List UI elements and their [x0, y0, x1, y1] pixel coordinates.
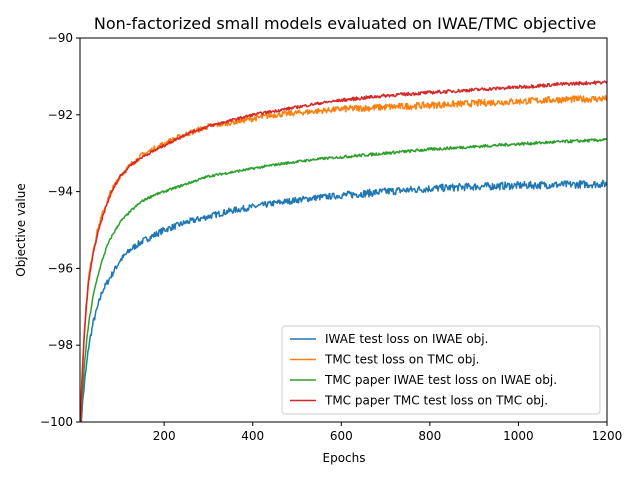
legend-box	[281, 325, 601, 415]
x-tick-label: 400	[241, 429, 264, 443]
y-tick-label: −100	[40, 415, 73, 429]
y-tick-label: −96	[48, 261, 73, 275]
x-axis: 200 400 600 800 1000 1200	[153, 422, 623, 443]
x-axis-label: Epochs	[323, 451, 366, 465]
legend-label: TMC paper TMC test loss on TMC obj.	[324, 394, 548, 408]
legend: IWAE test loss on IWAE obj. TMC test loss…	[281, 325, 601, 415]
x-tick-label: 800	[418, 429, 441, 443]
x-tick-label: 200	[153, 429, 176, 443]
series-line-4	[80, 80, 607, 422]
series-layer	[80, 80, 607, 422]
y-tick-label: −90	[48, 31, 73, 45]
x-tick-label: 600	[330, 429, 353, 443]
legend-label: TMC test loss on TMC obj.	[324, 353, 479, 367]
legend-label: IWAE test loss on IWAE obj.	[325, 332, 488, 346]
y-tick-label: −92	[48, 108, 73, 122]
y-axis: −100 −98 −96 −94 −92 −90	[40, 31, 80, 429]
y-tick-label: −98	[48, 338, 73, 352]
x-tick-label: 1000	[503, 429, 534, 443]
legend-label: TMC paper IWAE test loss on IWAE obj.	[324, 373, 557, 387]
x-tick-label: 1200	[592, 429, 623, 443]
series-line-1	[80, 179, 607, 422]
y-tick-label: −94	[48, 185, 73, 199]
y-axis-label: Objective value	[14, 183, 28, 277]
chart-title: Non-factorized small models evaluated on…	[94, 14, 596, 33]
series-line-3	[80, 138, 607, 422]
plot-frame	[79, 37, 608, 423]
